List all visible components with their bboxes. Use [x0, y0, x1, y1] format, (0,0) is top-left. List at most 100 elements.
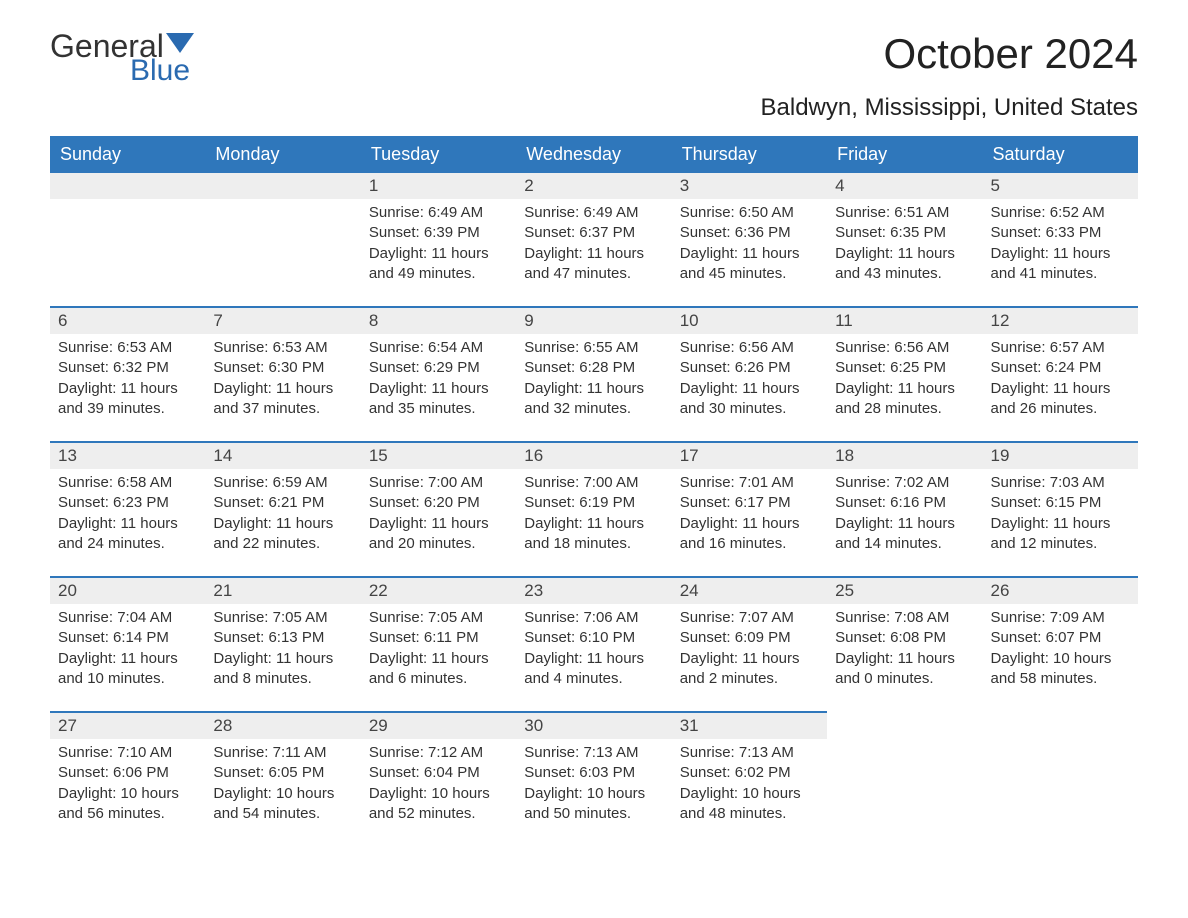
day-content: Sunrise: 7:13 AMSunset: 6:03 PMDaylight:…: [516, 739, 671, 846]
sunset-text: Sunset: 6:20 PM: [369, 493, 508, 513]
sunset-text: Sunset: 6:30 PM: [213, 358, 352, 378]
daylight-text-1: Daylight: 10 hours: [213, 784, 352, 804]
day-number: 26: [983, 576, 1138, 604]
day-number: 7: [205, 306, 360, 334]
day-header: Wednesday: [516, 136, 671, 173]
day-cell: 1Sunrise: 6:49 AMSunset: 6:39 PMDaylight…: [361, 173, 516, 306]
sunset-text: Sunset: 6:14 PM: [58, 628, 197, 648]
daylight-text-2: and 10 minutes.: [58, 669, 197, 689]
day-number: 13: [50, 441, 205, 469]
sunrise-text: Sunrise: 6:53 AM: [213, 338, 352, 358]
day-cell: [205, 173, 360, 306]
day-content: Sunrise: 7:08 AMSunset: 6:08 PMDaylight:…: [827, 604, 982, 711]
day-cell: [827, 711, 982, 846]
day-content: Sunrise: 6:52 AMSunset: 6:33 PMDaylight:…: [983, 199, 1138, 306]
day-cell: [983, 711, 1138, 846]
day-number: 3: [672, 173, 827, 199]
daylight-text-1: Daylight: 11 hours: [524, 244, 663, 264]
sunset-text: Sunset: 6:28 PM: [524, 358, 663, 378]
sunrise-text: Sunrise: 6:49 AM: [524, 203, 663, 223]
day-cell: 10Sunrise: 6:56 AMSunset: 6:26 PMDayligh…: [672, 306, 827, 441]
daylight-text-2: and 54 minutes.: [213, 804, 352, 824]
sunrise-text: Sunrise: 7:05 AM: [213, 608, 352, 628]
day-cell: 11Sunrise: 6:56 AMSunset: 6:25 PMDayligh…: [827, 306, 982, 441]
day-number: 6: [50, 306, 205, 334]
day-content: Sunrise: 7:13 AMSunset: 6:02 PMDaylight:…: [672, 739, 827, 846]
day-number: 29: [361, 711, 516, 739]
daylight-text-2: and 18 minutes.: [524, 534, 663, 554]
blank-day-number: [205, 173, 360, 199]
daylight-text-1: Daylight: 11 hours: [369, 244, 508, 264]
daylight-text-1: Daylight: 10 hours: [369, 784, 508, 804]
sunset-text: Sunset: 6:25 PM: [835, 358, 974, 378]
daylight-text-2: and 56 minutes.: [58, 804, 197, 824]
daylight-text-1: Daylight: 11 hours: [58, 379, 197, 399]
daylight-text-2: and 4 minutes.: [524, 669, 663, 689]
day-cell: 7 Sunrise: 6:53 AMSunset: 6:30 PMDaylight…: [205, 306, 360, 441]
sunrise-text: Sunrise: 6:52 AM: [991, 203, 1130, 223]
sunset-text: Sunset: 6:29 PM: [369, 358, 508, 378]
day-number: 1: [361, 173, 516, 199]
daylight-text-1: Daylight: 11 hours: [991, 514, 1130, 534]
daylight-text-2: and 22 minutes.: [213, 534, 352, 554]
daylight-text-1: Daylight: 11 hours: [369, 649, 508, 669]
sunrise-text: Sunrise: 6:59 AM: [213, 473, 352, 493]
sunset-text: Sunset: 6:13 PM: [213, 628, 352, 648]
calendar-body: 1Sunrise: 6:49 AMSunset: 6:39 PMDaylight…: [50, 173, 1138, 846]
daylight-text-2: and 30 minutes.: [680, 399, 819, 419]
day-content: Sunrise: 7:03 AMSunset: 6:15 PMDaylight:…: [983, 469, 1138, 576]
day-content: Sunrise: 6:49 AMSunset: 6:37 PMDaylight:…: [516, 199, 671, 306]
sunset-text: Sunset: 6:35 PM: [835, 223, 974, 243]
sunrise-text: Sunrise: 6:49 AM: [369, 203, 508, 223]
day-content: Sunrise: 7:04 AMSunset: 6:14 PMDaylight:…: [50, 604, 205, 711]
day-number: 10: [672, 306, 827, 334]
sunset-text: Sunset: 6:09 PM: [680, 628, 819, 648]
week-row: 1Sunrise: 6:49 AMSunset: 6:39 PMDaylight…: [50, 173, 1138, 306]
day-number: 4: [827, 173, 982, 199]
day-content: Sunrise: 6:53 AMSunset: 6:32 PMDaylight:…: [50, 334, 205, 441]
daylight-text-1: Daylight: 11 hours: [835, 379, 974, 399]
daylight-text-2: and 45 minutes.: [680, 264, 819, 284]
sunrise-text: Sunrise: 6:50 AM: [680, 203, 819, 223]
sunset-text: Sunset: 6:33 PM: [991, 223, 1130, 243]
sunset-text: Sunset: 6:05 PM: [213, 763, 352, 783]
sunrise-text: Sunrise: 7:13 AM: [680, 743, 819, 763]
day-content: Sunrise: 6:54 AMSunset: 6:29 PMDaylight:…: [361, 334, 516, 441]
daylight-text-2: and 16 minutes.: [680, 534, 819, 554]
daylight-text-2: and 50 minutes.: [524, 804, 663, 824]
sunset-text: Sunset: 6:21 PM: [213, 493, 352, 513]
sunrise-text: Sunrise: 7:12 AM: [369, 743, 508, 763]
sunset-text: Sunset: 6:11 PM: [369, 628, 508, 648]
week-row: 6Sunrise: 6:53 AMSunset: 6:32 PMDaylight…: [50, 306, 1138, 441]
day-cell: 18Sunrise: 7:02 AMSunset: 6:16 PMDayligh…: [827, 441, 982, 576]
day-content: Sunrise: 7:07 AMSunset: 6:09 PMDaylight:…: [672, 604, 827, 711]
day-content: Sunrise: 6:50 AMSunset: 6:36 PMDaylight:…: [672, 199, 827, 306]
day-cell: 31Sunrise: 7:13 AMSunset: 6:02 PMDayligh…: [672, 711, 827, 846]
sunset-text: Sunset: 6:16 PM: [835, 493, 974, 513]
sunrise-text: Sunrise: 7:06 AM: [524, 608, 663, 628]
sunrise-text: Sunrise: 7:00 AM: [524, 473, 663, 493]
sunrise-text: Sunrise: 7:09 AM: [991, 608, 1130, 628]
daylight-text-2: and 39 minutes.: [58, 399, 197, 419]
logo: General Blue: [50, 30, 194, 86]
daylight-text-1: Daylight: 11 hours: [213, 514, 352, 534]
day-header: Friday: [827, 136, 982, 173]
day-cell: 27Sunrise: 7:10 AMSunset: 6:06 PMDayligh…: [50, 711, 205, 846]
sunrise-text: Sunrise: 7:13 AM: [524, 743, 663, 763]
daylight-text-2: and 26 minutes.: [991, 399, 1130, 419]
sunset-text: Sunset: 6:10 PM: [524, 628, 663, 648]
daylight-text-2: and 20 minutes.: [369, 534, 508, 554]
daylight-text-2: and 24 minutes.: [58, 534, 197, 554]
day-number: 12: [983, 306, 1138, 334]
sunrise-text: Sunrise: 7:02 AM: [835, 473, 974, 493]
daylight-text-1: Daylight: 11 hours: [369, 514, 508, 534]
day-number: 20: [50, 576, 205, 604]
daylight-text-2: and 0 minutes.: [835, 669, 974, 689]
day-number: 17: [672, 441, 827, 469]
daylight-text-1: Daylight: 11 hours: [213, 379, 352, 399]
daylight-text-1: Daylight: 11 hours: [369, 379, 508, 399]
day-number: 28: [205, 711, 360, 739]
day-content: Sunrise: 7:12 AMSunset: 6:04 PMDaylight:…: [361, 739, 516, 846]
sunset-text: Sunset: 6:26 PM: [680, 358, 819, 378]
week-row: 13Sunrise: 6:58 AMSunset: 6:23 PMDayligh…: [50, 441, 1138, 576]
